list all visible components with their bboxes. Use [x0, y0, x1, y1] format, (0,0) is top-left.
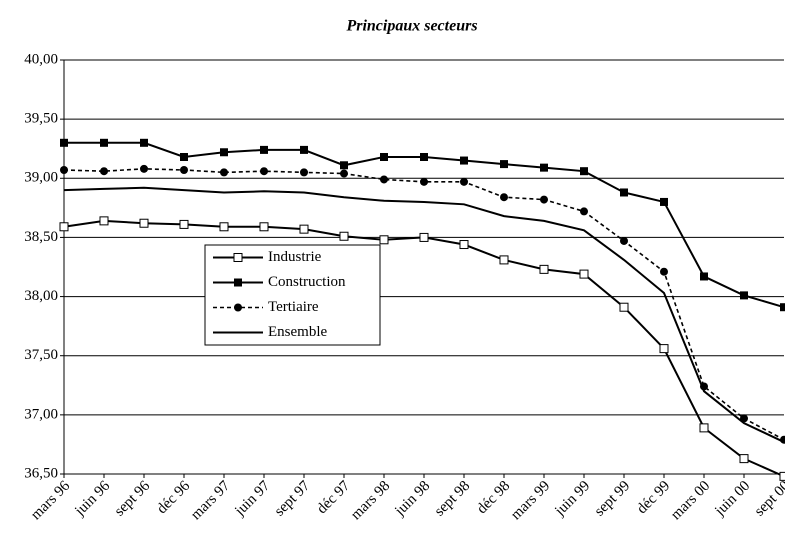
point — [459, 240, 469, 250]
point — [699, 423, 709, 433]
x-tick-label: sept 97 — [272, 478, 314, 520]
point — [140, 138, 148, 147]
point — [540, 195, 548, 204]
point — [460, 156, 468, 165]
x-tick-label: juin 97 — [231, 478, 273, 520]
legend-label: Industrie — [268, 249, 322, 265]
y-tick-label: 39,50 — [24, 111, 58, 127]
point — [700, 272, 708, 281]
point — [739, 454, 749, 464]
x-tick-label: mars 98 — [348, 478, 393, 523]
chart-title: Principaux secteurs — [345, 18, 477, 35]
point — [180, 152, 188, 161]
point — [219, 222, 229, 232]
point — [420, 177, 428, 186]
point — [300, 145, 308, 154]
point — [379, 235, 389, 245]
point — [59, 222, 69, 232]
point — [380, 152, 388, 161]
point — [340, 161, 348, 170]
point — [539, 264, 549, 274]
point — [60, 138, 68, 147]
point — [300, 168, 308, 177]
x-tick-label: juin 96 — [71, 478, 113, 520]
point — [100, 167, 108, 176]
legend-label: Ensemble — [268, 324, 327, 340]
point — [420, 152, 428, 161]
point — [220, 168, 228, 177]
point — [620, 236, 628, 245]
point — [580, 167, 588, 176]
point — [180, 166, 188, 175]
point — [659, 344, 669, 354]
point — [740, 291, 748, 300]
y-tick-label: 39,00 — [24, 170, 58, 186]
point — [260, 167, 268, 176]
legend-label: Tertiaire — [268, 299, 319, 315]
point — [220, 148, 228, 157]
x-tick-label: sept 99 — [592, 478, 634, 520]
x-tick-label: sept 98 — [432, 478, 474, 520]
x-tick-label: mars 99 — [508, 478, 553, 523]
legend-label: Construction — [268, 274, 346, 290]
y-tick-label: 38,50 — [24, 229, 58, 245]
x-tick-label: juin 98 — [391, 478, 433, 520]
point — [234, 303, 242, 312]
x-tick-label: mars 97 — [188, 478, 234, 524]
series-line — [63, 168, 785, 441]
x-tick-label: juin 99 — [551, 478, 593, 520]
y-tick-label: 38,00 — [24, 288, 58, 304]
point — [234, 278, 242, 287]
point — [99, 216, 109, 226]
point — [299, 224, 309, 234]
point — [619, 302, 629, 312]
y-tick-label: 37,50 — [24, 347, 58, 363]
point — [339, 231, 349, 241]
x-tick-label: mars 00 — [668, 478, 713, 523]
point — [179, 219, 189, 229]
point — [779, 471, 785, 481]
point — [380, 175, 388, 184]
point — [620, 188, 628, 197]
x-tick-label: mars 96 — [28, 478, 74, 524]
point — [540, 163, 548, 172]
point — [460, 177, 468, 186]
point — [660, 197, 668, 206]
point — [500, 160, 508, 169]
point — [419, 232, 429, 242]
x-tick-label: sept 00 — [752, 478, 785, 520]
y-tick-label: 37,00 — [24, 406, 58, 422]
legend: Industrie Construction Tertiaire Ensemble — [204, 244, 381, 346]
point — [340, 169, 348, 178]
x-tick-label: sept 96 — [112, 478, 154, 520]
series-line — [63, 219, 785, 478]
point — [579, 269, 589, 279]
point — [140, 164, 148, 173]
point — [233, 253, 243, 262]
y-tick-label: 36,50 — [24, 465, 58, 481]
x-tick-label: juin 00 — [711, 478, 753, 520]
point — [100, 138, 108, 147]
point — [780, 303, 785, 312]
point — [580, 207, 588, 216]
point — [260, 145, 268, 154]
point — [60, 166, 68, 175]
y-tick-label: 40,00 — [24, 51, 58, 67]
point — [139, 218, 149, 228]
point — [660, 267, 668, 276]
point — [499, 255, 509, 265]
series-line — [63, 186, 785, 443]
point — [500, 193, 508, 202]
point — [259, 222, 269, 232]
